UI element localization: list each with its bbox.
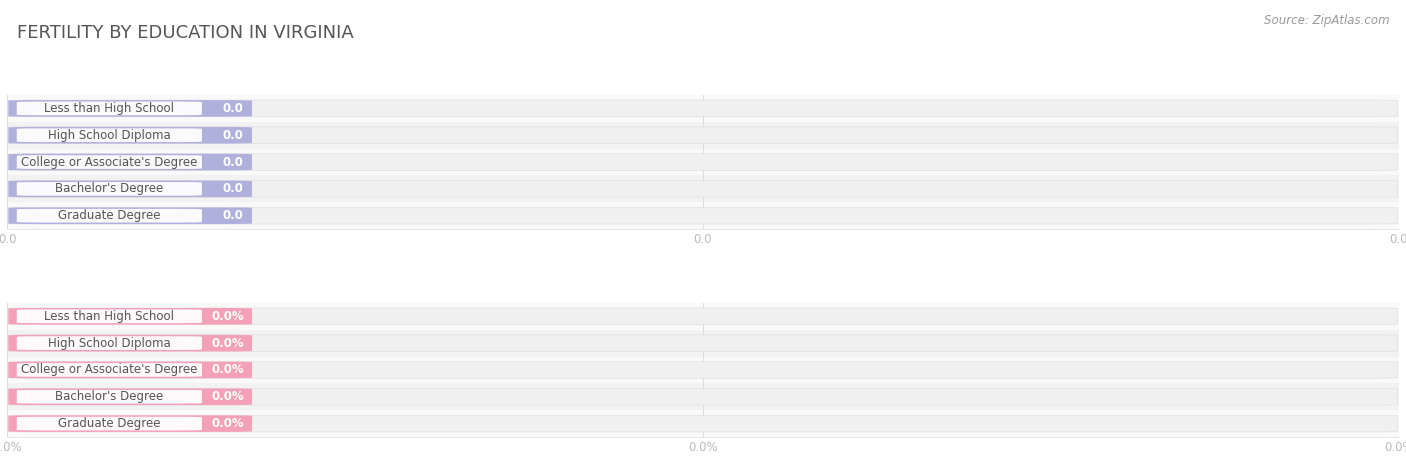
FancyBboxPatch shape xyxy=(8,389,1398,405)
FancyBboxPatch shape xyxy=(8,180,252,197)
FancyBboxPatch shape xyxy=(17,209,202,223)
Text: FERTILITY BY EDUCATION IN VIRGINIA: FERTILITY BY EDUCATION IN VIRGINIA xyxy=(17,24,354,42)
FancyBboxPatch shape xyxy=(8,361,1398,378)
Text: College or Associate's Degree: College or Associate's Degree xyxy=(21,363,197,377)
Text: 0.0: 0.0 xyxy=(222,102,243,115)
FancyBboxPatch shape xyxy=(8,308,1398,324)
Bar xyxy=(7,149,1399,175)
FancyBboxPatch shape xyxy=(17,182,202,196)
FancyBboxPatch shape xyxy=(8,335,1398,352)
FancyBboxPatch shape xyxy=(17,336,202,350)
Text: Graduate Degree: Graduate Degree xyxy=(58,417,160,430)
Text: 0.0%: 0.0% xyxy=(211,310,243,323)
FancyBboxPatch shape xyxy=(8,208,252,224)
Text: High School Diploma: High School Diploma xyxy=(48,337,170,350)
Bar xyxy=(7,383,1399,410)
Bar xyxy=(7,202,1399,229)
FancyBboxPatch shape xyxy=(8,154,252,171)
Text: 0.0: 0.0 xyxy=(222,155,243,169)
Text: 0.0: 0.0 xyxy=(222,209,243,222)
FancyBboxPatch shape xyxy=(17,363,202,377)
FancyBboxPatch shape xyxy=(17,390,202,404)
Text: High School Diploma: High School Diploma xyxy=(48,129,170,142)
Text: Bachelor's Degree: Bachelor's Degree xyxy=(55,182,163,195)
Text: 0.0: 0.0 xyxy=(222,129,243,142)
Text: 0.0: 0.0 xyxy=(222,182,243,195)
FancyBboxPatch shape xyxy=(8,415,252,432)
FancyBboxPatch shape xyxy=(8,361,252,378)
Bar xyxy=(7,175,1399,202)
Text: College or Associate's Degree: College or Associate's Degree xyxy=(21,155,197,169)
FancyBboxPatch shape xyxy=(8,389,252,405)
FancyBboxPatch shape xyxy=(17,417,202,430)
FancyBboxPatch shape xyxy=(8,100,252,117)
Text: 0.0%: 0.0% xyxy=(211,390,243,403)
FancyBboxPatch shape xyxy=(17,155,202,169)
FancyBboxPatch shape xyxy=(8,127,1398,143)
FancyBboxPatch shape xyxy=(17,102,202,115)
FancyBboxPatch shape xyxy=(8,127,252,143)
FancyBboxPatch shape xyxy=(8,335,252,352)
Bar xyxy=(7,357,1399,383)
Bar xyxy=(7,330,1399,357)
Bar xyxy=(7,303,1399,330)
FancyBboxPatch shape xyxy=(8,208,1398,224)
FancyBboxPatch shape xyxy=(8,180,1398,197)
Text: 0.0%: 0.0% xyxy=(211,363,243,377)
FancyBboxPatch shape xyxy=(8,415,1398,432)
Bar xyxy=(7,122,1399,149)
FancyBboxPatch shape xyxy=(8,308,252,324)
FancyBboxPatch shape xyxy=(17,128,202,142)
Text: Bachelor's Degree: Bachelor's Degree xyxy=(55,390,163,403)
Text: 0.0%: 0.0% xyxy=(211,337,243,350)
Bar xyxy=(7,95,1399,122)
FancyBboxPatch shape xyxy=(17,309,202,323)
Text: Less than High School: Less than High School xyxy=(45,310,174,323)
Text: Graduate Degree: Graduate Degree xyxy=(58,209,160,222)
Text: Less than High School: Less than High School xyxy=(45,102,174,115)
FancyBboxPatch shape xyxy=(8,154,1398,171)
Text: 0.0%: 0.0% xyxy=(211,417,243,430)
FancyBboxPatch shape xyxy=(8,100,1398,117)
Bar xyxy=(7,410,1399,437)
Text: Source: ZipAtlas.com: Source: ZipAtlas.com xyxy=(1264,14,1389,27)
